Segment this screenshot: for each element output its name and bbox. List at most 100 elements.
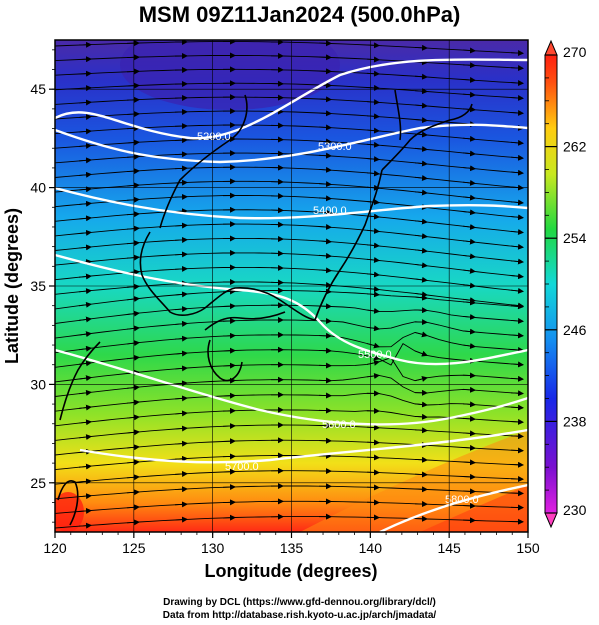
colorbar-top-arrow (544, 39, 558, 56)
wind-arrow (462, 343, 476, 349)
wind-arrow (126, 125, 140, 132)
wind-arrow (318, 124, 332, 131)
wind-arrow (366, 127, 380, 134)
colorbar-tick-label: 230 (563, 502, 587, 518)
wind-arrow (78, 85, 92, 92)
wind-arrow (414, 471, 428, 478)
contour-label: 5400.0 (313, 205, 347, 217)
wind-arrow (462, 150, 476, 157)
wind-arrow (174, 350, 188, 357)
wind-arrow (510, 287, 524, 294)
wind-arrow (414, 218, 428, 225)
wind-arrow (126, 225, 140, 232)
wind-arrow (174, 222, 188, 229)
wind-arrow (78, 171, 92, 178)
wind-arrow (78, 128, 92, 135)
wind-arrow (462, 179, 476, 186)
wind-arrow (174, 265, 188, 272)
wind-arrow (366, 170, 380, 177)
wind-arrow (174, 395, 188, 402)
wind-arrow (366, 354, 380, 361)
wind-arrow (366, 291, 380, 298)
wind-arrow (78, 463, 92, 470)
wind-arrow (510, 346, 524, 353)
wind-arrow (510, 303, 524, 310)
wind-arrow (78, 244, 92, 251)
colorbar-tick-label: 238 (563, 413, 587, 429)
wind-arrow (510, 95, 524, 101)
wind-arrow (174, 501, 188, 508)
wind-arrow (462, 415, 476, 422)
wind-arrow (510, 433, 524, 440)
y-tick-label: 45 (30, 81, 46, 97)
wind-arrow (126, 340, 140, 347)
wind-arrow (78, 215, 92, 222)
y-axis: 25 30 35 40 45 (30, 49, 55, 523)
x-tick-label: 130 (201, 540, 225, 556)
wind-arrow (126, 211, 140, 218)
wind-arrow (510, 50, 524, 57)
wind-arrow (366, 56, 380, 63)
wind-arrow (414, 233, 428, 240)
wind-arrow (78, 186, 92, 193)
x-tick-label: 150 (516, 540, 540, 556)
wind-arrow (78, 522, 92, 529)
wind-arrow (510, 154, 524, 161)
wind-arrow (510, 418, 524, 425)
wind-arrow (462, 459, 476, 466)
wind-arrow (510, 361, 524, 368)
wind-arrow (414, 44, 428, 51)
wind-arrow (366, 228, 380, 234)
wind-arrow (126, 254, 140, 261)
wind-arrow (126, 139, 140, 146)
x-axis: 120 125 130 135 140 145 150 (43, 532, 540, 556)
wind-arrow (126, 489, 140, 496)
wind-arrow (174, 306, 188, 313)
wind-arrow (462, 165, 476, 172)
wind-arrow (126, 283, 140, 290)
wind-arrow (510, 258, 524, 265)
y-tick-label: 25 (30, 475, 46, 491)
wind-arrow (174, 486, 188, 493)
wind-arrow (510, 199, 524, 206)
contour-5700 (79, 428, 528, 464)
wind-arrow (174, 193, 188, 200)
wind-arrow (126, 474, 140, 481)
wind-arrow (126, 240, 140, 247)
wind-arrow (126, 296, 140, 303)
wind-arrow (510, 109, 524, 116)
y-tick-label: 40 (30, 180, 46, 196)
wind-arrow (174, 320, 188, 327)
colorbar-tick-label: 254 (563, 230, 587, 246)
wind-arrow (366, 99, 380, 106)
contour-label: 5200.0 (197, 131, 231, 143)
wind-arrow (78, 478, 92, 485)
wind-arrow (414, 189, 428, 196)
figure-title: MSM 09Z11Jan2024 (500.0hPa) (138, 2, 461, 27)
wind-arrow (414, 247, 428, 254)
wind-arrow (462, 444, 476, 451)
wind-arrow (126, 459, 140, 466)
y-tick-label: 35 (30, 278, 46, 294)
credit-drawing: Drawing by DCL (https://www.gfd-dennou.o… (163, 597, 436, 608)
wind-arrow (126, 182, 140, 189)
wind-arrow (414, 331, 428, 338)
wind-arrow (318, 166, 332, 173)
wind-arrow (366, 373, 380, 379)
wind-arrow (126, 399, 140, 406)
wind-arrow (174, 165, 188, 172)
wind-arrow (78, 273, 92, 280)
wind-arrow (78, 389, 92, 396)
contour-label: 5700.0 (225, 461, 259, 473)
wind-arrow (414, 319, 428, 326)
wind-arrow (318, 267, 332, 274)
wind-arrow (414, 175, 428, 181)
wind-arrow (318, 110, 332, 117)
wind-arrow (126, 96, 140, 103)
wind-arrow (366, 70, 380, 77)
contour-label: 5800.0 (445, 494, 479, 506)
contour-5800 (379, 483, 528, 532)
wind-arrow (78, 345, 92, 352)
wind-arrow (462, 314, 476, 321)
